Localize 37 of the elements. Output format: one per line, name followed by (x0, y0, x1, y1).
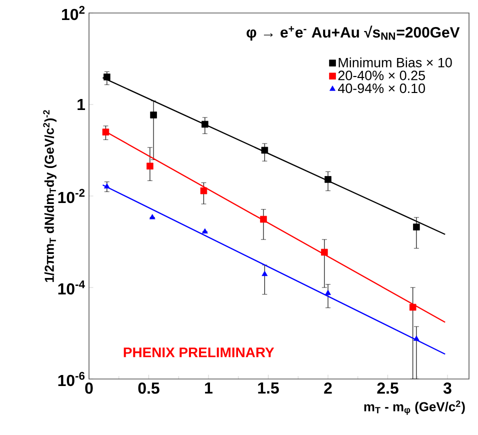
point (200, 187, 208, 194)
point (261, 146, 268, 154)
point (260, 216, 267, 223)
point (102, 128, 110, 136)
point (321, 248, 328, 256)
x-tick-label: 2 (324, 382, 332, 394)
y-tick-label: 10$^{-2}$ (58, 188, 85, 204)
x-tick-label: 0 (85, 382, 93, 394)
point (149, 214, 156, 220)
point (413, 224, 420, 230)
y-tick-label: 1 (78, 99, 86, 110)
y-tick-label: 10$^{-6}$ (58, 372, 85, 386)
point (146, 162, 154, 170)
point (262, 270, 268, 276)
x-axis-title: m$_{T}$ - m$_{φ}$ (GeV/c$^{2}$) (364, 400, 465, 415)
point (202, 120, 208, 128)
point (413, 336, 420, 341)
x-tick-label: 0.5 (138, 382, 160, 394)
legend-label: 40-94% × 0.10 (338, 84, 426, 94)
y-axis-title: 1/2πm$_{T}$ dN/dm$_{T}$dy (GeV/c$^{2}$)$^{-2}$ (43, 110, 56, 282)
y-tick-label: 10$^{-4}$ (58, 280, 85, 295)
point (104, 183, 110, 188)
x-tick-label: 3 (443, 382, 452, 394)
x-tick-label: 1.5 (258, 382, 279, 394)
annotation: PHENIX PRELIMINARY (124, 348, 274, 358)
legend-label: 20-40% × 0.25 (338, 70, 425, 80)
point (104, 74, 110, 80)
point (202, 228, 208, 234)
point (409, 304, 416, 311)
point (150, 112, 157, 118)
x-tick-label: 2.5 (377, 382, 398, 394)
text: φ → e$^{+}$e$^{-}$ Au+Au √s$_{NN}$=200GeV (246, 26, 460, 41)
point (324, 176, 332, 183)
y-tick-label: 10$^{2}$ (62, 6, 85, 20)
legend-label: Minimum Bias × 10 (338, 57, 452, 68)
x-tick-label: 1 (205, 382, 212, 394)
point (325, 290, 331, 296)
